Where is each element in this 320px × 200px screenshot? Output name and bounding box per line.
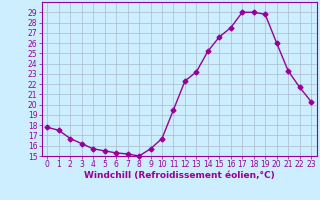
- X-axis label: Windchill (Refroidissement éolien,°C): Windchill (Refroidissement éolien,°C): [84, 171, 275, 180]
